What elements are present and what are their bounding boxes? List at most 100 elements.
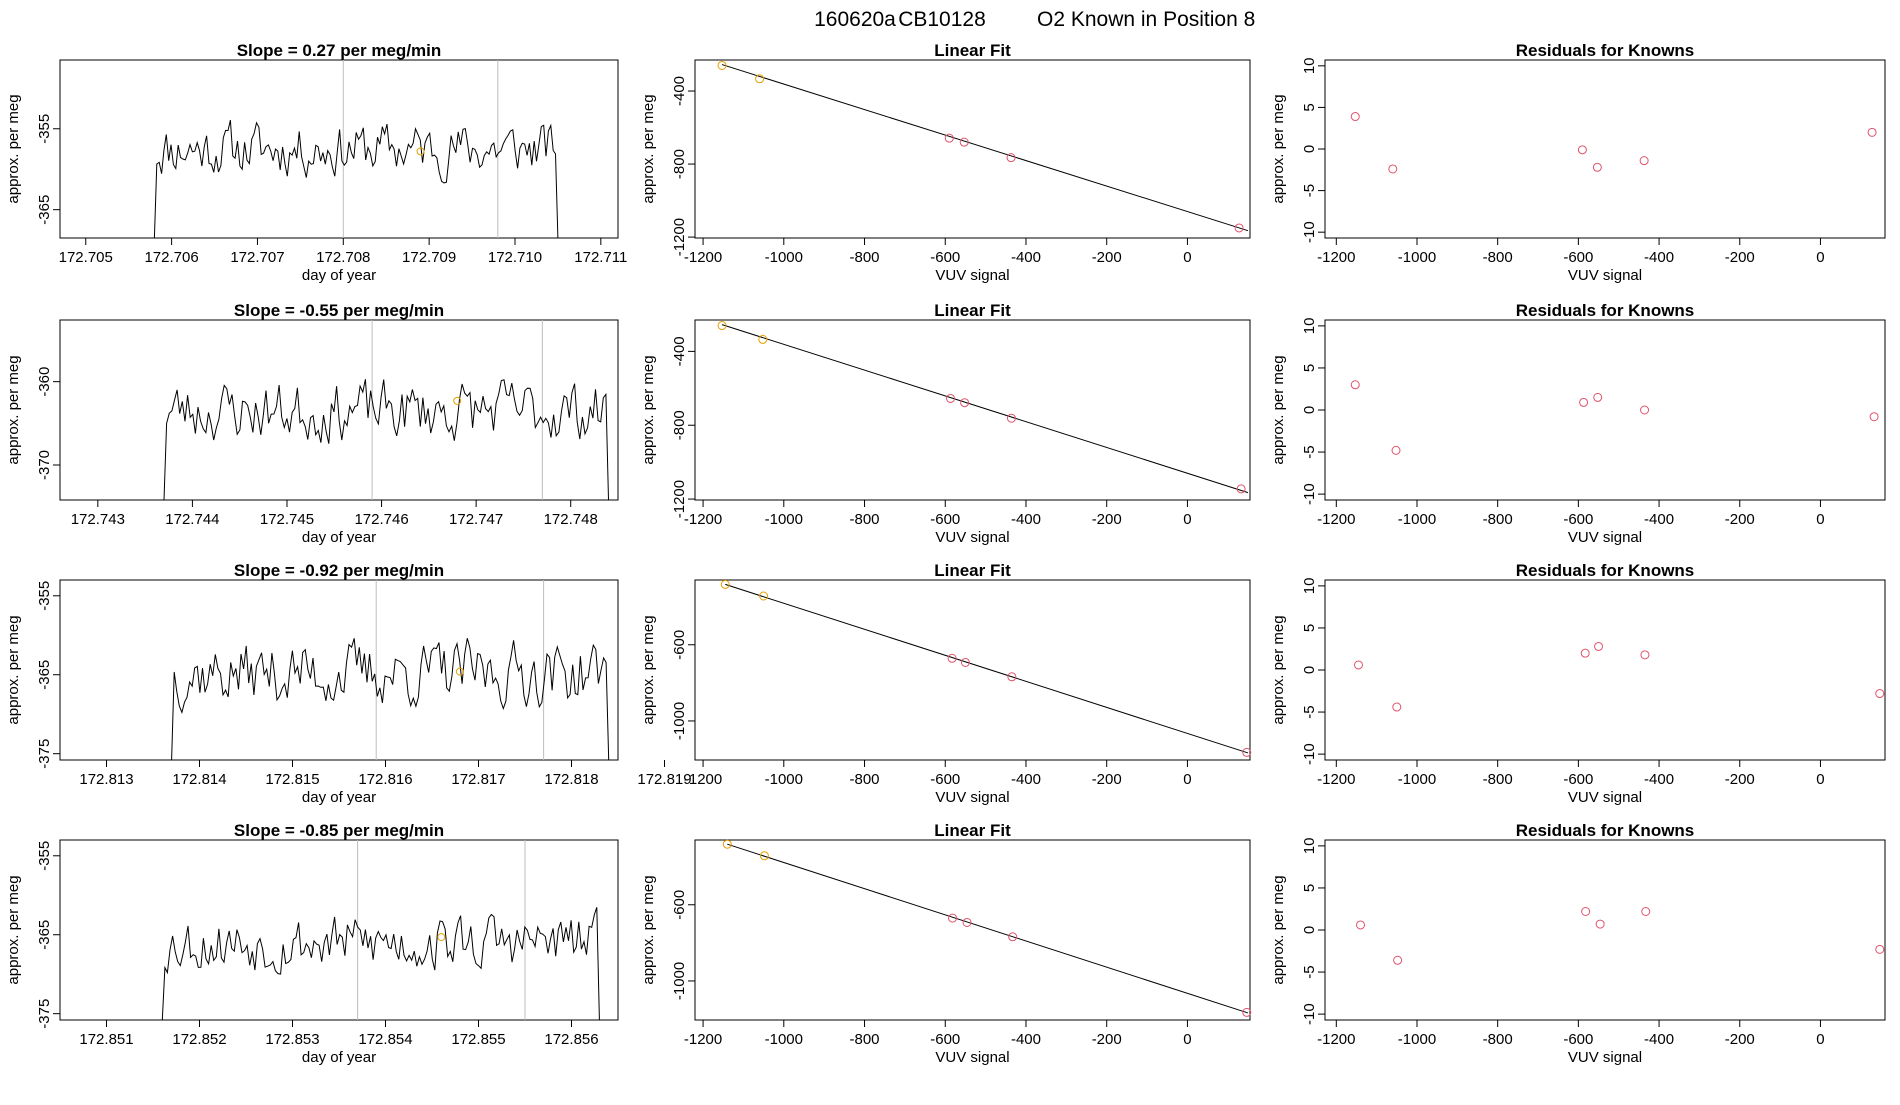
x-tick-label: -1000 <box>1398 771 1436 788</box>
data-point <box>962 917 972 927</box>
data-point <box>1006 153 1016 163</box>
data-point <box>759 591 769 601</box>
data-point <box>1640 405 1650 415</box>
x-tick-label: 172.706 <box>144 249 198 266</box>
x-tick-label: -1200 <box>1317 1031 1355 1048</box>
x-tick-label: -400 <box>1011 249 1041 266</box>
panel-4-3: -1200 -1000 -800 -600 -400 -200 0 -10 -5 0 5 10 VUV … <box>1270 821 1886 1066</box>
data-point <box>1869 412 1879 422</box>
data-point <box>1594 641 1604 651</box>
data-point <box>1350 112 1360 122</box>
y-tick-label: 0 <box>1301 666 1318 674</box>
x-tick-label: -1200 <box>1317 249 1355 266</box>
y-tick-label: -1200 <box>671 218 688 256</box>
plot-frame <box>59 579 619 761</box>
plot-frame <box>1324 579 1886 761</box>
x-tick-label: 0 <box>1816 511 1824 528</box>
data-point <box>1353 660 1363 670</box>
y-tick-label: 5 <box>1301 884 1318 892</box>
data-point <box>1641 906 1651 916</box>
panel-1-2: -1200 -1000 -800 -600 -400 -200 0 -1200 -800 -400… <box>640 41 1251 284</box>
data-point <box>1875 944 1885 954</box>
x-tick-label: -400 <box>1644 771 1674 788</box>
x-tick-label: 0 <box>1183 771 1191 788</box>
panel-title: Slope = -0.55 per meg/min <box>234 301 444 320</box>
x-axis-label: day of year <box>302 1049 376 1066</box>
y-tick-label: 0 <box>1301 406 1318 414</box>
x-tick-label: -600 <box>930 249 960 266</box>
x-tick-label: -1000 <box>765 511 803 528</box>
data-point <box>1388 164 1398 174</box>
x-axis-label: day of year <box>302 789 376 806</box>
data-trace <box>171 638 610 761</box>
y-axis-label: approx. per meg <box>5 875 22 984</box>
panel-3-1: 172.813 172.814 172.815 172.816 172.817 172.8… <box>5 561 692 806</box>
y-tick-label: -375 <box>36 999 53 1029</box>
plot-frame <box>59 319 619 501</box>
x-tick-label: -1000 <box>765 249 803 266</box>
x-tick-label: 0 <box>1183 1031 1191 1048</box>
data-point <box>1007 672 1017 682</box>
x-tick-label: 172.711 <box>574 249 627 266</box>
data-point <box>946 393 956 403</box>
x-tick-label: -1000 <box>1398 1031 1436 1048</box>
x-tick-label: -400 <box>1011 1031 1041 1048</box>
data-point <box>944 133 954 143</box>
plot-frame <box>1324 59 1886 239</box>
y-tick-label: -5 <box>1301 445 1318 458</box>
data-point <box>1234 223 1244 233</box>
data-point <box>960 657 970 667</box>
panel-2-2: -1200 -1000 -800 -600 -400 -200 0 -1200 -800 -400… <box>640 301 1251 546</box>
x-tick-label: -200 <box>1092 249 1122 266</box>
x-tick-label: -600 <box>930 511 960 528</box>
panel-4-1: 172.851 172.852 172.853 172.854 172.855 172.8… <box>5 821 619 1066</box>
y-tick-label: -600 <box>671 890 688 920</box>
x-tick-label: -400 <box>1011 511 1041 528</box>
x-tick-label: -800 <box>850 249 880 266</box>
fit-line <box>727 843 1249 1014</box>
x-tick-label: 172.856 <box>544 1031 598 1048</box>
x-tick-label: -800 <box>850 1031 880 1048</box>
x-tick-label: -200 <box>1092 771 1122 788</box>
x-tick-label: 172.747 <box>449 511 503 528</box>
x-tick-label: 172.748 <box>544 511 598 528</box>
x-tick-label: 172.746 <box>354 511 408 528</box>
x-tick-label: 0 <box>1183 249 1191 266</box>
x-tick-label: 172.745 <box>260 511 314 528</box>
data-point <box>717 321 727 331</box>
data-point <box>1581 906 1591 916</box>
y-axis-label: approx. per meg <box>5 94 22 203</box>
panel-title: Residuals for Knowns <box>1516 41 1695 60</box>
y-tick-label: -1200 <box>671 480 688 518</box>
y-tick-label: -355 <box>36 114 53 144</box>
y-tick-label: 5 <box>1301 103 1318 111</box>
y-tick-label: -360 <box>36 367 53 397</box>
x-tick-label: -800 <box>1483 511 1513 528</box>
y-tick-label: 5 <box>1301 364 1318 372</box>
x-tick-label: 0 <box>1816 249 1824 266</box>
x-tick-label: 172.855 <box>451 1031 505 1048</box>
x-tick-label: 172.851 <box>79 1031 133 1048</box>
x-tick-label: -1000 <box>1398 249 1436 266</box>
x-tick-label: 172.710 <box>488 249 542 266</box>
y-axis-label: approx. per meg <box>5 615 22 724</box>
data-point <box>948 913 958 923</box>
data-point <box>1577 145 1587 155</box>
y-tick-label: -10 <box>1301 1003 1318 1025</box>
y-tick-label: -365 <box>36 195 53 225</box>
panel-3-2: -1200 -1000 -800 -600 -400 -200 0-1000-600VUV … <box>640 561 1252 806</box>
fit-line <box>721 64 1249 232</box>
x-tick-label: -600 <box>1563 511 1593 528</box>
y-tick-label: -370 <box>36 450 53 480</box>
data-trace <box>161 907 600 1021</box>
x-axis-label: VUV signal <box>935 529 1009 546</box>
panel-2-3: -1200 -1000 -800 -600 -400 -200 0 -10 -5 0 5 10 VUV … <box>1270 301 1886 546</box>
x-tick-label: -400 <box>1011 771 1041 788</box>
x-tick-label: -400 <box>1644 249 1674 266</box>
x-tick-label: 172.815 <box>265 771 319 788</box>
data-point <box>1867 127 1877 137</box>
x-tick-label: -1200 <box>1317 771 1355 788</box>
x-tick-label: 172.852 <box>172 1031 226 1048</box>
y-tick-label: -10 <box>1301 483 1318 505</box>
y-tick-label: 0 <box>1301 926 1318 934</box>
